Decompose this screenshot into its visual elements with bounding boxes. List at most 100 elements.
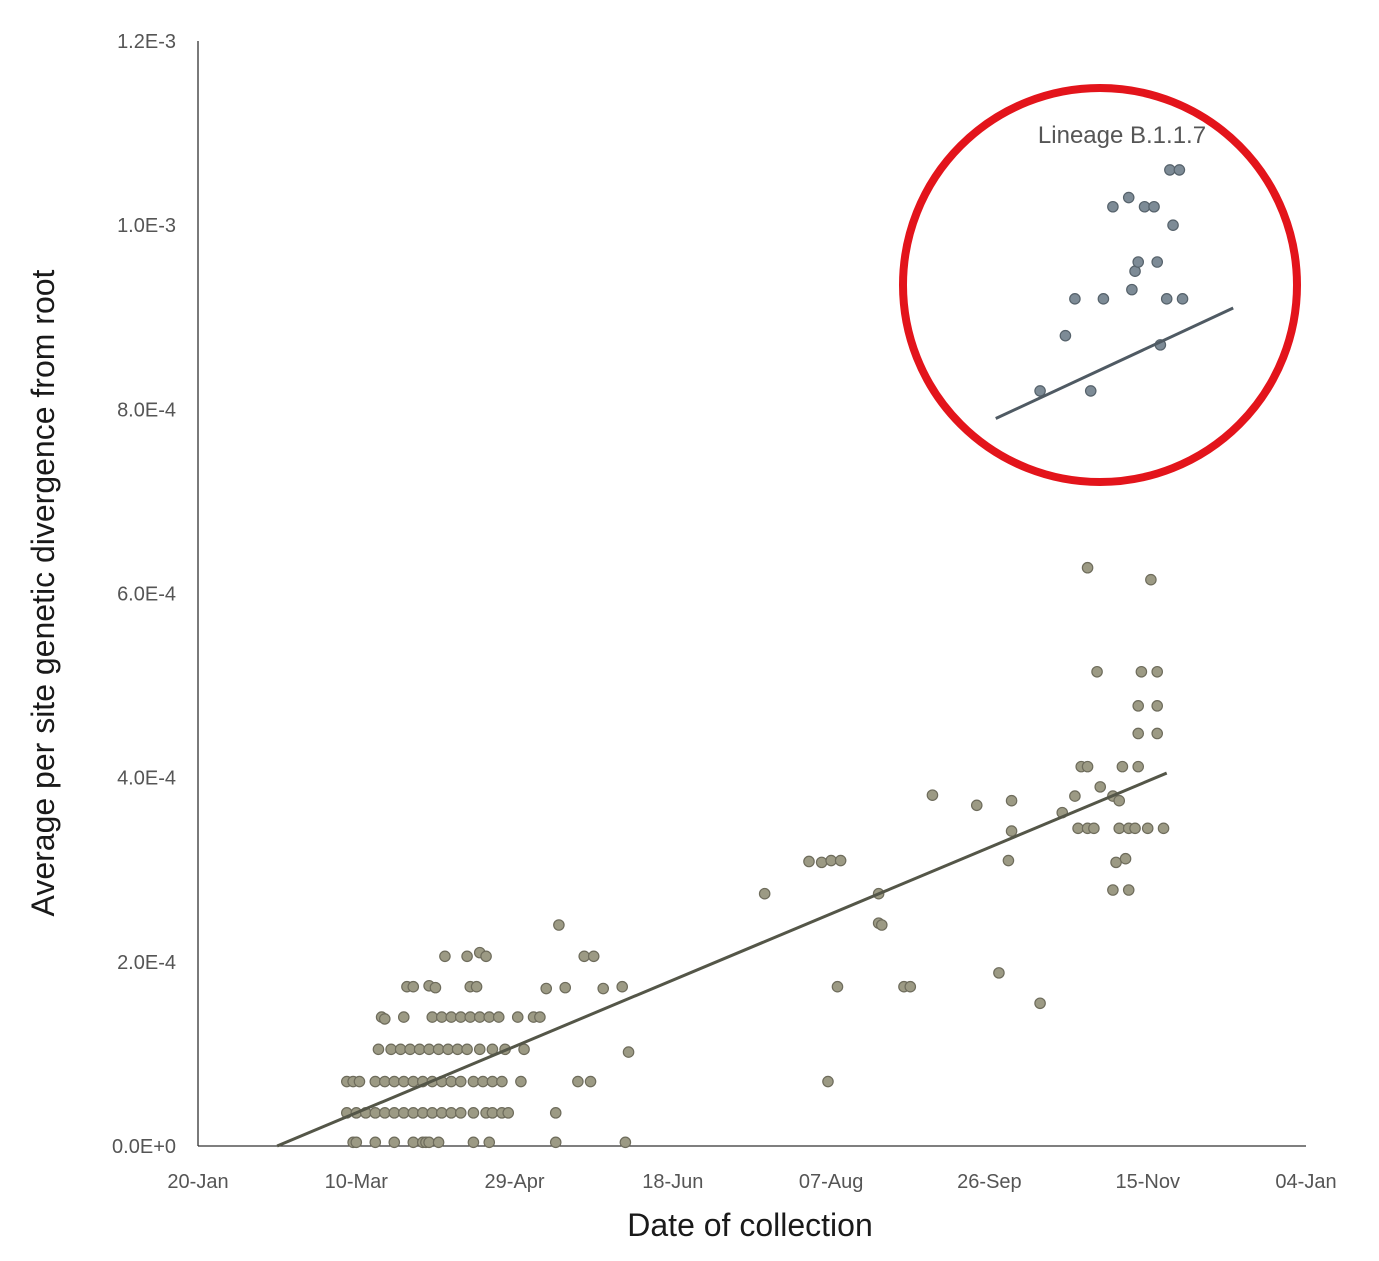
y-tick-label: 1.2E-3: [117, 31, 176, 53]
inset-data-point: [1069, 293, 1081, 305]
inset-points: [1034, 164, 1189, 397]
data-point: [1132, 727, 1145, 740]
data-point: [597, 982, 610, 995]
data-point: [803, 855, 815, 868]
data-point: [435, 1107, 448, 1119]
data-point: [378, 1013, 391, 1025]
data-point: [423, 1043, 435, 1056]
data-point: [385, 1043, 397, 1056]
data-point: [407, 1107, 420, 1119]
data-point: [426, 1011, 439, 1023]
data-point: [1151, 727, 1164, 740]
y-axis-title: Average per site genetic divergence from…: [25, 269, 61, 916]
inset-data-point: [1164, 164, 1176, 176]
data-point: [834, 854, 847, 867]
data-point: [1151, 665, 1164, 678]
data-point: [397, 1011, 410, 1023]
inset-data-point: [1097, 293, 1110, 305]
data-point: [875, 919, 888, 931]
inset-data-point: [1173, 164, 1186, 176]
data-point: [619, 1136, 632, 1149]
data-point: [1132, 700, 1145, 712]
data-point: [970, 799, 983, 812]
data-point: [432, 1136, 445, 1149]
data-point: [407, 980, 420, 993]
data-point: [549, 1136, 562, 1149]
x-tick-label: 07-Aug: [799, 1171, 864, 1193]
main-trendline: [276, 771, 1168, 1148]
data-point: [993, 967, 1005, 979]
data-point: [423, 1136, 435, 1149]
data-point: [473, 1011, 486, 1023]
data-point: [467, 1136, 480, 1149]
data-point: [534, 1011, 546, 1023]
data-point: [1116, 760, 1129, 773]
data-point: [1088, 822, 1100, 835]
data-point: [407, 1136, 420, 1149]
data-point: [1151, 700, 1164, 712]
data-point: [480, 950, 492, 963]
data-point: [451, 1043, 464, 1056]
inset-data-point: [1107, 200, 1119, 213]
data-point: [622, 1046, 635, 1058]
y-tick-label: 1.0E-3: [117, 215, 176, 237]
data-point: [467, 1107, 480, 1119]
data-point: [445, 1075, 458, 1088]
data-point: [350, 1136, 363, 1149]
inset-data-point: [1160, 293, 1173, 305]
y-tick-label: 2.0E-4: [117, 952, 176, 974]
main-points: [340, 561, 1170, 1149]
axes: [197, 41, 1306, 1147]
data-point: [1129, 822, 1141, 835]
inset-data-point: [1148, 200, 1160, 213]
data-point: [1107, 884, 1119, 896]
data-point: [822, 1075, 834, 1088]
x-tick-label: 26-Sep: [957, 1171, 1022, 1193]
data-point: [413, 1043, 426, 1056]
data-point: [454, 1075, 467, 1088]
data-point: [518, 1043, 530, 1056]
x-tick-label: 18-Jun: [642, 1171, 703, 1193]
data-point: [1157, 822, 1170, 835]
inset-label: Lineage B.1.1.7: [1038, 122, 1206, 149]
data-point: [388, 1075, 401, 1088]
data-point: [407, 1075, 420, 1088]
data-point: [432, 1043, 445, 1056]
data-point: [442, 1043, 454, 1056]
data-point: [461, 950, 473, 963]
inset-data-point: [1059, 329, 1072, 342]
data-point: [1005, 794, 1018, 807]
data-point: [1005, 825, 1018, 837]
data-point: [378, 1075, 391, 1088]
data-point: [394, 1043, 407, 1056]
data-point: [540, 982, 553, 995]
data-point: [1094, 781, 1107, 793]
inset-data-point: [1138, 200, 1151, 213]
data-point: [1110, 856, 1122, 869]
data-point: [926, 789, 939, 801]
inset-data-point: [1034, 385, 1046, 397]
data-point: [1113, 794, 1126, 807]
x-tick-labels: 20-Jan 10-Mar 29-Apr 18-Jun 07-Aug 26-Sep 15-N…: [167, 1171, 1336, 1193]
data-point: [369, 1107, 382, 1119]
data-point: [454, 1107, 467, 1119]
trendline: [276, 771, 1168, 1148]
data-point: [587, 950, 600, 963]
data-point: [559, 981, 572, 994]
data-point: [426, 1107, 439, 1119]
y-tick-label: 4.0E-4: [117, 768, 176, 790]
data-point: [815, 856, 828, 869]
data-point: [467, 1075, 480, 1088]
data-point: [904, 980, 917, 993]
data-point: [461, 1043, 473, 1056]
inset-data-point: [1122, 191, 1135, 204]
data-point: [483, 1011, 496, 1023]
data-point: [486, 1075, 499, 1088]
data-point: [1132, 760, 1145, 773]
data-point: [439, 950, 451, 963]
inset-data-point: [1167, 219, 1179, 231]
data-point: [496, 1075, 508, 1088]
x-tick-label: 15-Nov: [1115, 1171, 1179, 1193]
data-point: [404, 1043, 416, 1056]
data-point: [616, 980, 629, 993]
